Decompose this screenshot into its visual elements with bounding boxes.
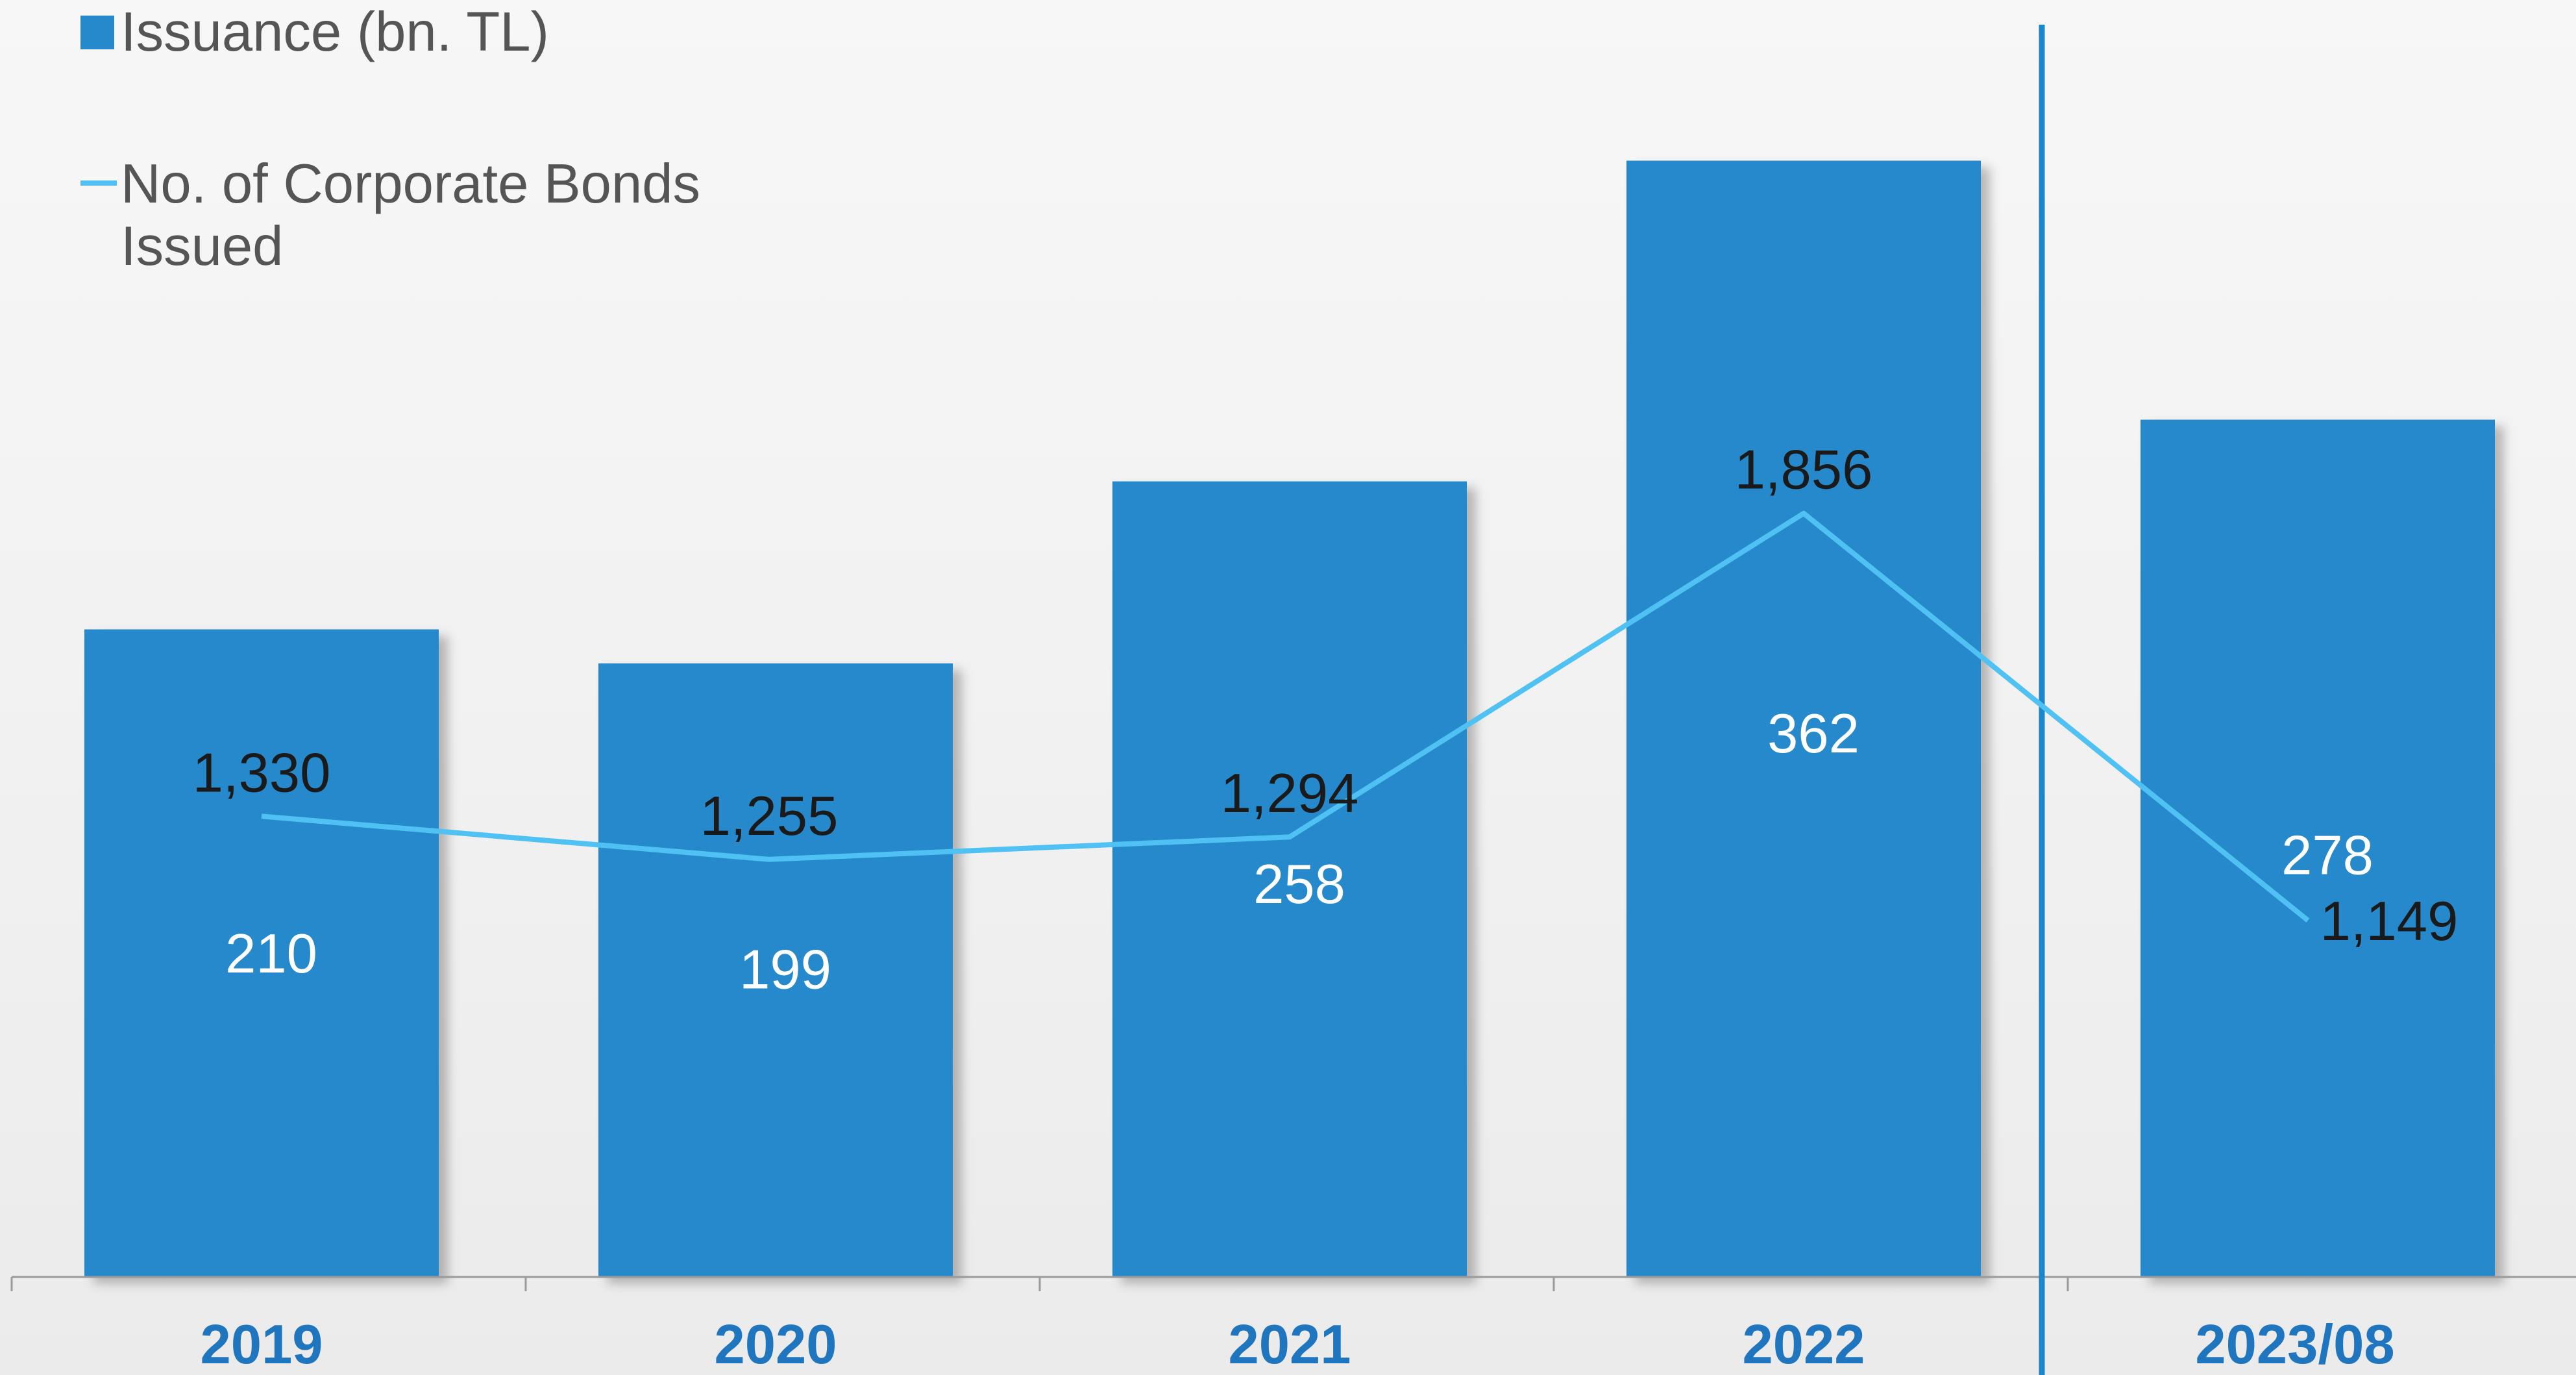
x-tick-label: 2022 — [1742, 1314, 1865, 1375]
bar-value-label: 258 — [1253, 854, 1345, 915]
bar-2022 — [1626, 160, 1981, 1277]
line-value-label: 1,330 — [193, 742, 331, 804]
bars — [84, 160, 2495, 1278]
tick-labels: 2019 2020 2021 2022 2023/08 — [200, 1314, 2394, 1375]
bar-2020 — [598, 663, 953, 1278]
bar-value-label: 210 — [225, 923, 317, 985]
x-tick-label: 2021 — [1228, 1314, 1351, 1375]
x-tick-label: 2020 — [714, 1314, 837, 1375]
bar-labels: 210 199 258 362 278 — [225, 703, 2374, 1001]
bar-2021 — [1112, 481, 1467, 1277]
line-value-label: 1,294 — [1221, 763, 1359, 824]
legend-line-label-1: No. of Corporate Bonds — [121, 153, 700, 215]
bar-value-label: 199 — [739, 939, 831, 1001]
bar-2019 — [84, 629, 439, 1277]
line-value-label: 1,149 — [2320, 891, 2459, 952]
line-labels: 1,330 1,255 1,294 1,856 1,149 — [193, 440, 2459, 952]
legend-bar-swatch — [80, 16, 114, 49]
line-value-label: 1,255 — [700, 786, 839, 847]
x-ticks — [10, 1277, 2069, 1291]
x-tick-label: 2023/08 — [2195, 1314, 2394, 1375]
bar-value-label: 362 — [1767, 703, 1859, 765]
legend-line-label-2: Issued — [121, 216, 283, 277]
bar-2023-08 — [2141, 419, 2495, 1277]
count-line — [261, 510, 2310, 923]
line-value-label: 1,856 — [1735, 440, 1873, 501]
x-tick-label: 2019 — [200, 1314, 323, 1375]
bar-value-label: 278 — [2281, 824, 2374, 886]
legend-bar-label: Issuance (bn. TL) — [121, 1, 549, 63]
legend: Issuance (bn. TL) No. of Corporate Bonds… — [80, 1, 700, 277]
